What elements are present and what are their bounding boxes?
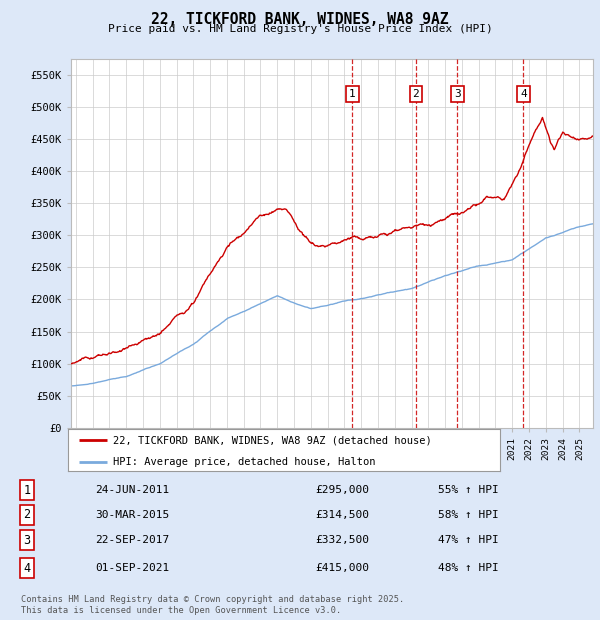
Text: 3: 3 <box>23 533 31 546</box>
Text: £295,000: £295,000 <box>315 485 369 495</box>
Text: 2: 2 <box>412 89 419 99</box>
Text: 22, TICKFORD BANK, WIDNES, WA8 9AZ: 22, TICKFORD BANK, WIDNES, WA8 9AZ <box>151 12 449 27</box>
Text: 22-SEP-2017: 22-SEP-2017 <box>95 535 169 545</box>
Text: 4: 4 <box>520 89 527 99</box>
Text: 24-JUN-2011: 24-JUN-2011 <box>95 485 169 495</box>
Text: 01-SEP-2021: 01-SEP-2021 <box>95 563 169 573</box>
Text: 1: 1 <box>23 484 31 497</box>
Text: 58% ↑ HPI: 58% ↑ HPI <box>437 510 499 520</box>
Text: 30-MAR-2015: 30-MAR-2015 <box>95 510 169 520</box>
Text: £332,500: £332,500 <box>315 535 369 545</box>
Text: 3: 3 <box>454 89 461 99</box>
Text: £415,000: £415,000 <box>315 563 369 573</box>
Text: Contains HM Land Registry data © Crown copyright and database right 2025.
This d: Contains HM Land Registry data © Crown c… <box>21 595 404 614</box>
Text: £314,500: £314,500 <box>315 510 369 520</box>
Text: 4: 4 <box>23 562 31 575</box>
Text: Price paid vs. HM Land Registry's House Price Index (HPI): Price paid vs. HM Land Registry's House … <box>107 24 493 33</box>
Text: 22, TICKFORD BANK, WIDNES, WA8 9AZ (detached house): 22, TICKFORD BANK, WIDNES, WA8 9AZ (deta… <box>113 435 432 445</box>
Text: 1: 1 <box>349 89 356 99</box>
Text: 2: 2 <box>23 508 31 521</box>
Text: 47% ↑ HPI: 47% ↑ HPI <box>437 535 499 545</box>
Text: 48% ↑ HPI: 48% ↑ HPI <box>437 563 499 573</box>
Text: HPI: Average price, detached house, Halton: HPI: Average price, detached house, Halt… <box>113 457 376 467</box>
Text: 55% ↑ HPI: 55% ↑ HPI <box>437 485 499 495</box>
